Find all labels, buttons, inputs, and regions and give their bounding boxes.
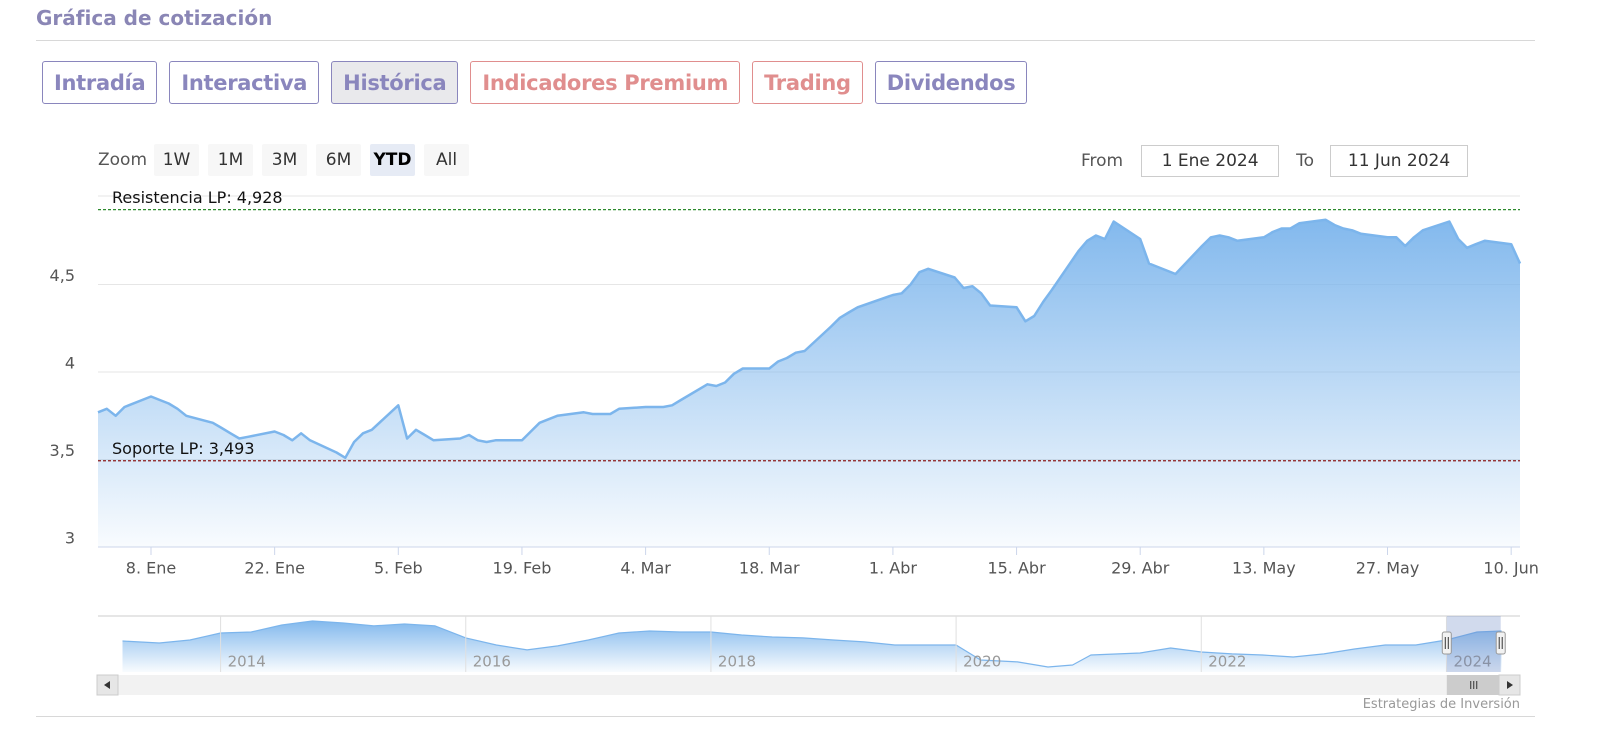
- credit: Estrategias de Inversión: [1362, 697, 1520, 712]
- area-fill: [122, 621, 1502, 672]
- x-tick-label: 18. Mar: [739, 559, 800, 578]
- tab[interactable]: Intradía: [42, 61, 158, 104]
- area-fill: [98, 219, 1520, 548]
- navigator-handle[interactable]: [1495, 631, 1506, 655]
- zoom-bar: Zoom 1W 1M 3M 6M YTD All: [98, 144, 470, 176]
- price-line: [97, 218, 1522, 460]
- x-tick-label: 29. Abr: [1111, 559, 1170, 578]
- y-tick-label: 4: [65, 354, 75, 373]
- zoom-label: Zoom: [98, 150, 148, 170]
- x-tick-label: 13. May: [1232, 559, 1296, 578]
- to-label: To: [1296, 151, 1315, 171]
- x-tick-label: 10. Jun: [1483, 559, 1539, 578]
- handle-body: [1441, 631, 1452, 655]
- tab[interactable]: Histórica: [331, 61, 459, 104]
- y-tick-label: 3,5: [50, 441, 75, 460]
- x-tick-label: 2024: [1453, 653, 1491, 671]
- date-range: From 1 Ene 2024 To 11 Jun 2024: [1081, 145, 1469, 177]
- zoom-button[interactable]: 1M: [208, 144, 254, 176]
- navigator-handle[interactable]: [1441, 631, 1452, 655]
- x-tick-label: 1. Abr: [869, 559, 917, 578]
- arrow-icon: [104, 681, 110, 689]
- x-tick-label: 2022: [1208, 653, 1246, 671]
- divider: [36, 716, 1535, 717]
- tab-bar: Intradía Interactiva Histórica Indicadores …: [42, 61, 1028, 104]
- x-tick-label: 2014: [228, 653, 266, 671]
- page-title: Gráfica de cotización: [36, 6, 273, 30]
- navigator: 2014 2016 2018 2020 2022 2024: [98, 615, 1520, 672]
- price-line: [122, 620, 1502, 668]
- x-tick-label: 8. Ene: [126, 559, 176, 578]
- x-tick-label: 5. Feb: [374, 559, 423, 578]
- main-plot: 3 3,5 4 4,5 8. Ene 22. Ene 5. Feb 19. Feb 4. Mar…: [50, 188, 1539, 577]
- handle-body: [1495, 631, 1506, 655]
- level-label: Resistencia LP: 4,928: [112, 188, 283, 207]
- x-tick-label: 27. May: [1356, 559, 1420, 578]
- from-label: From: [1081, 151, 1124, 171]
- zoom-button[interactable]: YTD: [370, 144, 416, 176]
- to-input[interactable]: 11 Jun 2024: [1330, 145, 1469, 177]
- zoom-button[interactable]: 1W: [154, 144, 200, 176]
- zoom-button[interactable]: 6M: [316, 144, 362, 176]
- tab[interactable]: Dividendos: [874, 61, 1028, 104]
- x-tick-label: 15. Abr: [987, 559, 1046, 578]
- arrow-icon: [1507, 681, 1513, 689]
- navigator-selection: [1446, 616, 1501, 672]
- x-tick-label: 2018: [718, 653, 756, 671]
- x-tick-label: 2020: [963, 653, 1001, 671]
- zoom-button[interactable]: 3M: [262, 144, 308, 176]
- tab[interactable]: Trading: [752, 61, 863, 104]
- tab[interactable]: Interactiva: [169, 61, 320, 104]
- x-tick-label: 4. Mar: [620, 559, 671, 578]
- level-label: Soporte LP: 3,493: [112, 439, 255, 458]
- scrollbar-track: [97, 675, 1520, 695]
- from-input[interactable]: 1 Ene 2024: [1141, 145, 1280, 177]
- zoom-button[interactable]: All: [424, 144, 470, 176]
- y-tick-label: 3: [65, 529, 75, 548]
- x-tick-label: 22. Ene: [244, 559, 305, 578]
- x-tick-label: 19. Feb: [493, 559, 552, 578]
- x-tick-label: 2016: [473, 653, 511, 671]
- y-tick-label: 4,5: [50, 266, 75, 285]
- divider: [36, 40, 1535, 41]
- tab[interactable]: Indicadores Premium: [470, 61, 741, 104]
